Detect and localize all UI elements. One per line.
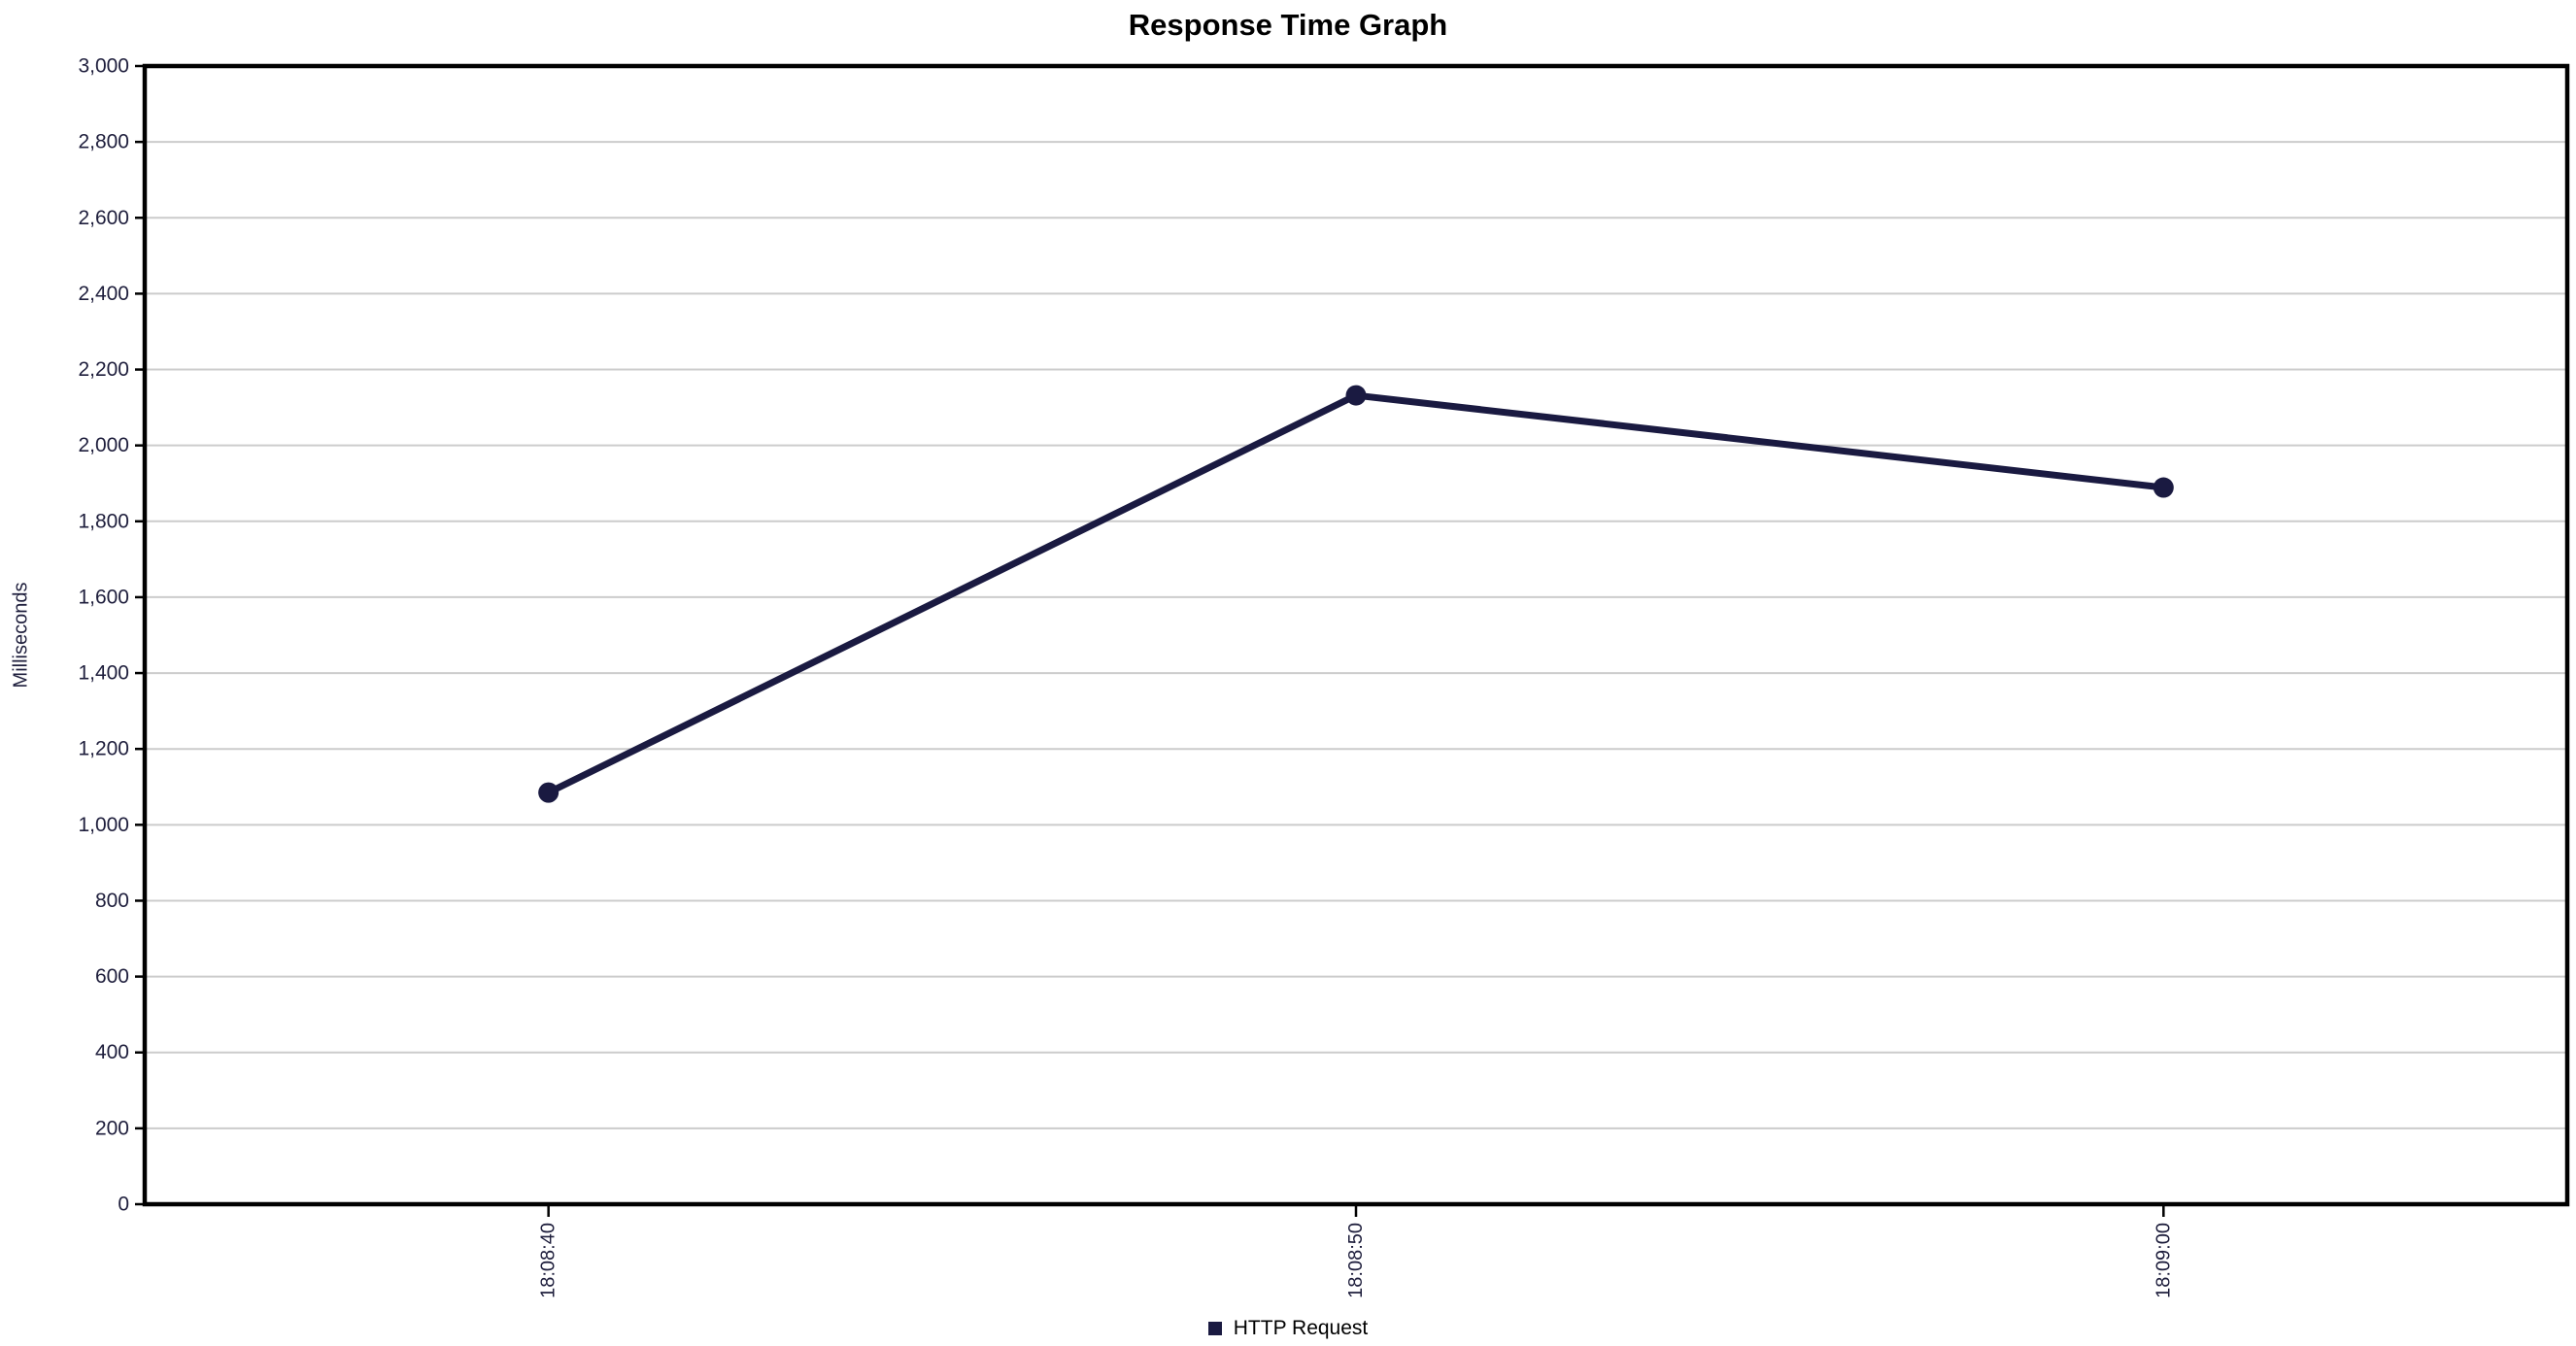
y-tick-label: 1,600 xyxy=(78,586,129,608)
y-tick-label: 2,400 xyxy=(78,283,129,305)
y-tick-label: 2,000 xyxy=(78,434,129,456)
chart-title: Response Time Graph xyxy=(1128,8,1448,42)
y-tick-label: 2,600 xyxy=(78,207,129,229)
y-tick-label: 1,400 xyxy=(78,662,129,685)
x-tick-label: 18:08:50 xyxy=(1345,1223,1367,1298)
y-tick-label: 1,000 xyxy=(78,814,129,836)
y-tick-label: 200 xyxy=(95,1117,129,1139)
y-tick-label: 2,800 xyxy=(78,131,129,153)
data-point xyxy=(2152,477,2174,498)
y-tick-label: 3,000 xyxy=(78,55,129,78)
y-tick-label: 2,200 xyxy=(78,358,129,381)
series-line xyxy=(545,391,2167,796)
legend-swatch-icon xyxy=(1207,1322,1222,1335)
y-tick-label: 0 xyxy=(118,1194,129,1216)
y-tick-label: 600 xyxy=(95,965,129,988)
y-tick-label: 800 xyxy=(95,890,129,912)
y-tick-label: 1,800 xyxy=(78,510,129,532)
y-tick-label: 400 xyxy=(95,1041,129,1063)
y-tick-label: 1,200 xyxy=(78,738,129,760)
legend-label: HTTP Request xyxy=(1233,1317,1369,1339)
x-tick-label: 18:08:40 xyxy=(538,1223,559,1298)
plot-border xyxy=(142,63,2570,1207)
data-point xyxy=(1345,385,1367,406)
legend: HTTP Request xyxy=(0,1313,2576,1344)
x-tick-label: 18:09:00 xyxy=(2152,1223,2174,1298)
data-point xyxy=(538,782,559,803)
